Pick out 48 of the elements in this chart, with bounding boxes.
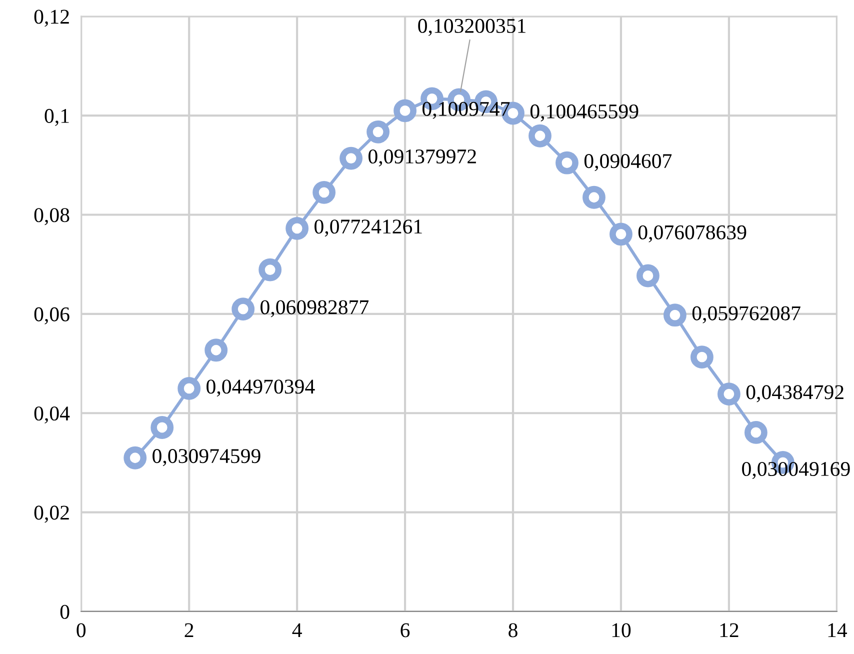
y-tick-label: 0 xyxy=(60,604,70,619)
data-label: 0,044970394 xyxy=(206,380,315,397)
point xyxy=(664,304,686,327)
point xyxy=(690,346,714,369)
point xyxy=(204,338,228,362)
point xyxy=(150,416,174,439)
point xyxy=(394,99,416,122)
data-label: 0,091379972 xyxy=(368,149,476,167)
data-label: 0,077241261 xyxy=(314,220,422,237)
data-label: 0,076078639 xyxy=(638,225,746,242)
x-tick-label: 10 xyxy=(612,623,631,638)
x-tick-label: 2 xyxy=(184,623,194,638)
point xyxy=(528,124,552,148)
point xyxy=(232,298,255,321)
point xyxy=(610,222,632,246)
point xyxy=(124,446,147,470)
data-label: 0,030974599 xyxy=(152,449,260,466)
y-tick-label: 0,08 xyxy=(34,208,70,226)
point xyxy=(258,258,282,282)
point xyxy=(340,146,363,170)
data-label: 0,103200351 xyxy=(418,18,526,36)
data-label: 0,0904607 xyxy=(584,154,672,172)
x-tick-label: 6 xyxy=(400,623,410,638)
x-tick-label: 4 xyxy=(292,623,302,638)
point xyxy=(366,120,390,144)
y-tick-label: 0,12 xyxy=(34,10,69,27)
data-label: 0,030049169 xyxy=(742,462,850,480)
x-tick-label: 12 xyxy=(720,623,738,638)
data-label: 0,04384792 xyxy=(746,385,844,402)
point xyxy=(312,180,336,204)
point xyxy=(744,420,768,444)
data-label: 0,060982877 xyxy=(260,300,369,318)
y-tick-label: 0,1 xyxy=(44,108,69,126)
x-tick-label: 0 xyxy=(76,623,86,638)
x-tick-label: 14 xyxy=(828,623,848,638)
data-label: 0,1009747 xyxy=(422,102,510,119)
data-label: 0,100465599 xyxy=(530,104,638,122)
point xyxy=(582,186,606,209)
x-tick-label: 8 xyxy=(508,623,518,638)
point xyxy=(178,377,201,400)
y-tick-label: 0,02 xyxy=(34,506,69,523)
point xyxy=(286,216,309,240)
point xyxy=(636,264,660,288)
y-tick-label: 0,04 xyxy=(34,406,70,424)
y-tick-label: 0,06 xyxy=(34,307,70,324)
point xyxy=(556,151,578,174)
point xyxy=(717,382,740,406)
data-label: 0,059762087 xyxy=(692,306,800,324)
